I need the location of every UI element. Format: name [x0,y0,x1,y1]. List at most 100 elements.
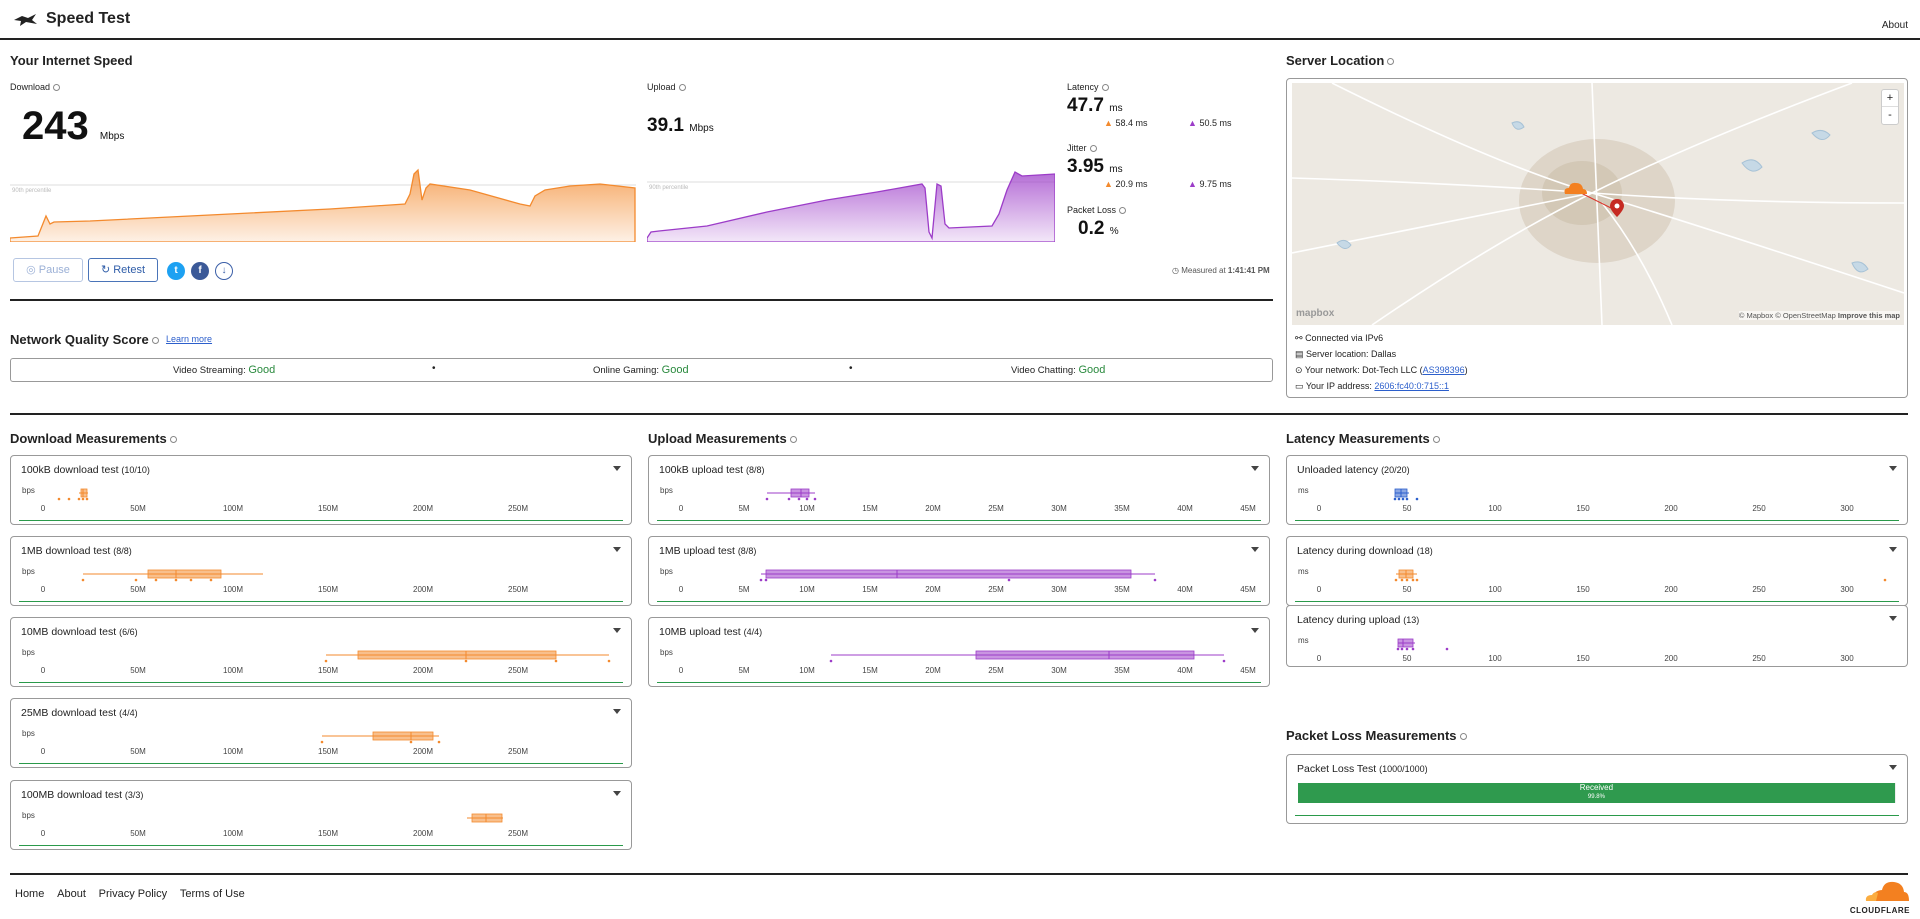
upload-value: 39.1 Mbps [647,115,714,136]
axis-tick-label: 25M [988,585,1004,594]
about-link[interactable]: About [1881,20,1908,31]
connected-ipv6: ⚯ Connected via IPv6 [1295,333,1384,343]
measurement-card[interactable]: 100MB download test (3/3) bps 0 50M 100M 150M… [10,780,632,850]
footer-privacy-link[interactable]: Privacy Policy [98,888,168,900]
your-ip: ▭ Your IP address: 2606:fc40:0:715::1 [1295,381,1449,391]
axis-unit-label: bps [22,729,35,738]
download-results-icon[interactable]: ↓ [215,262,233,280]
axis-tick-label: 50M [130,829,146,838]
measurement-card[interactable]: Latency during upload (13) ms 0 50 100 150 200… [1286,605,1908,667]
latency-value: 47.7 ms [1067,95,1123,116]
chevron-down-icon[interactable] [613,628,621,633]
measurement-card[interactable]: Latency during download (18) ms 0 50 100 150 2… [1286,536,1908,606]
info-icon[interactable] [151,337,159,345]
axis-tick-label: 50M [130,666,146,675]
card-baseline [657,520,1261,521]
axis-tick-label: 35M [1114,666,1130,675]
axis-tick-label: 0 [1316,654,1322,663]
chevron-down-icon[interactable] [1889,616,1897,621]
measurement-card[interactable]: 25MB download test (4/4) bps 0 50M 100M 150M 2… [10,698,632,768]
chevron-down-icon[interactable] [1251,628,1259,633]
chevron-down-icon[interactable] [1251,547,1259,552]
mapbox-logo[interactable]: mapbox [1296,308,1335,319]
footer-home-link[interactable]: Home [15,888,45,900]
info-icon[interactable] [678,84,686,92]
axis-tick-label: 0 [40,504,46,513]
box-plot [467,813,503,823]
chevron-down-icon[interactable] [1889,466,1897,471]
measurement-title: 100kB upload test (8/8) [659,464,765,476]
info-icon[interactable] [169,436,177,444]
chevron-down-icon[interactable] [613,547,621,552]
divider [10,413,1908,415]
received-bar: Received 99.8% [1298,783,1895,803]
axis-tick-label: 0 [1316,585,1322,594]
chevron-down-icon[interactable] [613,791,621,796]
measurement-card[interactable]: 10MB upload test (4/4) bps 0 5M 10M 15M 20M 25M… [648,617,1270,687]
packet-loss-card[interactable]: Packet Loss Test (1000/1000) Received 99… [1286,754,1908,824]
measurement-title: 100kB download test (10/10) [21,464,150,476]
measurement-card[interactable]: Unloaded latency (20/20) ms 0 50 100 150 200 25… [1286,455,1908,525]
cloudflare-logo[interactable]: CLOUDFLARE [1838,879,1910,915]
retest-button[interactable]: ↻ Retest [88,258,158,282]
server-icon: ▤ [1295,349,1304,359]
measurement-card[interactable]: 100kB download test (10/10) bps 0 50M 100M 15… [10,455,632,525]
twitter-share-icon[interactable]: t [167,262,185,280]
axis-tick-label: 200 [1664,654,1678,663]
jitter-upload: ▲ 9.75 ms [1188,179,1232,189]
server-location-title: Server Location [1286,53,1395,68]
retest-icon: ↻ [100,264,111,276]
map-attribution: © Mapbox © OpenStreetMap Improve this ma… [1738,311,1900,320]
axis-tick-label: 25M [988,666,1004,675]
axis-tick-label: 200 [1664,585,1678,594]
learn-more-link[interactable]: Learn more [166,334,213,344]
measurement-card[interactable]: 10MB download test (6/6) bps 0 50M 100M 150M 2… [10,617,632,687]
axis-tick-label: 250 [1752,585,1766,594]
measurement-title: 1MB upload test (8/8) [659,545,757,557]
measurement-card[interactable]: 1MB upload test (8/8) bps 0 5M 10M 15M 20M 25M 3… [648,536,1270,606]
cloudflare-cloud-icon [1865,881,1909,901]
chevron-down-icon[interactable] [613,466,621,471]
chevron-down-icon[interactable] [613,709,621,714]
chevron-down-icon[interactable] [1889,765,1897,770]
footer-about-link[interactable]: About [57,888,86,900]
info-icon[interactable] [1387,58,1395,66]
info-icon[interactable] [1101,84,1109,92]
axis-unit-label: ms [1298,636,1309,645]
chevron-down-icon[interactable] [1889,547,1897,552]
axis-tick-label: 50M [130,747,146,756]
axis-tick-label: 200M [412,504,434,513]
axis-unit-label: bps [660,567,673,576]
server-map[interactable]: + - mapbox © Mapbox © OpenStreetMap Impr… [1292,83,1904,325]
axis-tick-label: 15M [862,666,878,675]
latency-download: ▲ 58.4 ms [1104,118,1148,128]
zoom-in-button[interactable]: + [1882,90,1898,107]
axis-tick-label: 45M [1240,504,1256,513]
card-baseline [19,682,623,683]
download-measurements-title: Download Measurements [10,431,177,446]
separator-dot: • [849,363,853,374]
axis-tick-label: 20M [925,585,941,594]
pause-button[interactable]: ◎ Pause [13,258,83,282]
info-icon[interactable] [789,436,797,444]
upload-chart: 90th percentile [646,164,1056,243]
measurement-title: Unloaded latency (20/20) [1297,464,1410,476]
ip-link[interactable]: 2606:fc40:0:715::1 [1374,381,1449,391]
box-plot [1394,569,1887,582]
facebook-share-icon[interactable]: f [191,262,209,280]
info-icon[interactable] [1459,733,1467,741]
chevron-down-icon[interactable] [1251,466,1259,471]
measurement-card[interactable]: 100kB upload test (8/8) bps 0 5M 10M 15M 20M 25… [648,455,1270,525]
info-icon[interactable] [1119,207,1127,215]
measurement-title: 10MB upload test (4/4) [659,626,763,638]
measurement-card[interactable]: 1MB download test (8/8) bps 0 50M 100M 150M 20… [10,536,632,606]
improve-map-link[interactable]: Improve this map [1837,311,1900,320]
footer-terms-link[interactable]: Terms of Use [179,888,245,900]
jitter-value: 3.95 ms [1067,156,1123,177]
info-icon[interactable] [1089,145,1097,153]
asn-link[interactable]: AS398396 [1422,365,1465,375]
zoom-out-button[interactable]: - [1888,109,1892,121]
axis-tick-label: 250M [507,829,529,838]
info-icon[interactable] [1432,436,1440,444]
info-icon[interactable] [53,84,61,92]
